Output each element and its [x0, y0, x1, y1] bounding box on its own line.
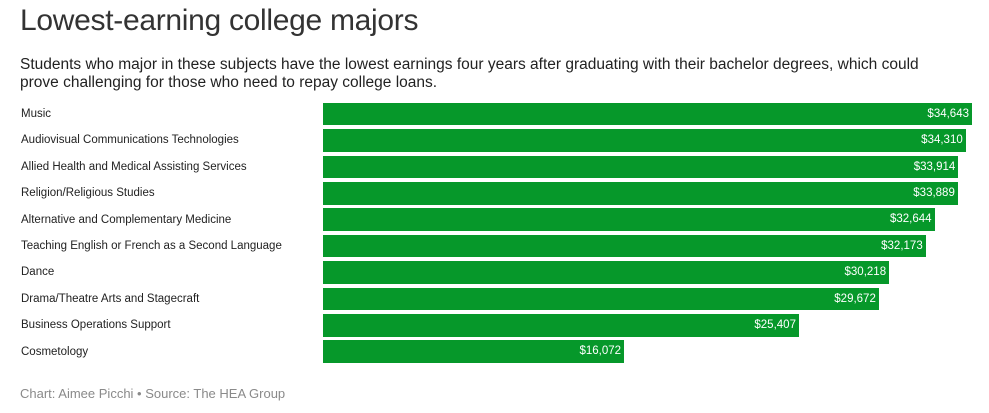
bar: $29,672	[323, 287, 879, 311]
bar: $32,173	[323, 234, 926, 258]
category-label: Dance	[21, 266, 55, 279]
chart-title: Lowest-earning college majors	[20, 4, 419, 37]
category-label: Drama/Theatre Arts and Stagecraft	[21, 292, 200, 305]
bar-row: Teaching English or French as a Second L…	[0, 233, 989, 259]
category-label: Teaching English or French as a Second L…	[21, 240, 282, 252]
category-label: Music	[21, 108, 52, 120]
bar: $25,407	[323, 313, 799, 337]
bar-row: Religion/Religious Studies $33,889	[0, 180, 989, 206]
bar: $34,310	[323, 129, 966, 152]
bar-row: Music $34,643	[0, 101, 989, 127]
bar-row: Dance $30,218	[0, 259, 989, 285]
bar-row: Alternative and Complementary Medicine $3…	[0, 207, 989, 233]
chart-source: Chart: Aimee Picchi • Source: The HEA Gr…	[20, 386, 286, 401]
bar: $34,643	[323, 102, 972, 126]
bar-value-label: $25,407	[754, 318, 796, 331]
bar-row: Allied Health and Medical Assisting Serv…	[0, 154, 989, 180]
bar-row: Business Operations Support $25,407	[0, 312, 989, 338]
bar: $33,889	[323, 181, 958, 205]
bar-row: Cosmetology $16,072	[0, 339, 989, 365]
bar-chart: Music $34,643 Audiovisual Communications T…	[0, 101, 989, 371]
bar: $30,218	[323, 261, 890, 284]
bar-value-label: $16,072	[579, 345, 622, 358]
bar-row: Drama/Theatre Arts and Stagecraft $29,672	[0, 286, 989, 312]
bar-value-label: $34,310	[921, 134, 963, 147]
bar: $16,072	[323, 340, 625, 363]
bar: $33,914	[323, 155, 959, 179]
bar-value-label: $32,173	[881, 239, 923, 252]
category-label: Audiovisual Communications Technologies	[21, 134, 239, 147]
category-label: Religion/Religious Studies	[21, 187, 155, 200]
bar: $32,644	[323, 208, 935, 231]
category-label: Alternative and Complementary Medicine	[21, 213, 232, 226]
bar-value-label: $32,644	[889, 213, 932, 226]
bar-value-label: $33,889	[913, 186, 955, 199]
bar-value-label: $29,672	[834, 292, 876, 305]
bar-row: Audiovisual Communications Technologies $…	[0, 127, 989, 153]
category-label: Business Operations Support	[21, 319, 171, 332]
category-label: Allied Health and Medical Assisting Serv…	[21, 160, 247, 173]
bar-value-label: $30,218	[844, 266, 887, 279]
category-label: Cosmetology	[21, 345, 89, 358]
bar-value-label: $33,914	[913, 160, 956, 173]
chart-subtitle: Students who major in these subjects hav…	[20, 56, 919, 91]
bar-value-label: $34,643	[927, 107, 969, 120]
